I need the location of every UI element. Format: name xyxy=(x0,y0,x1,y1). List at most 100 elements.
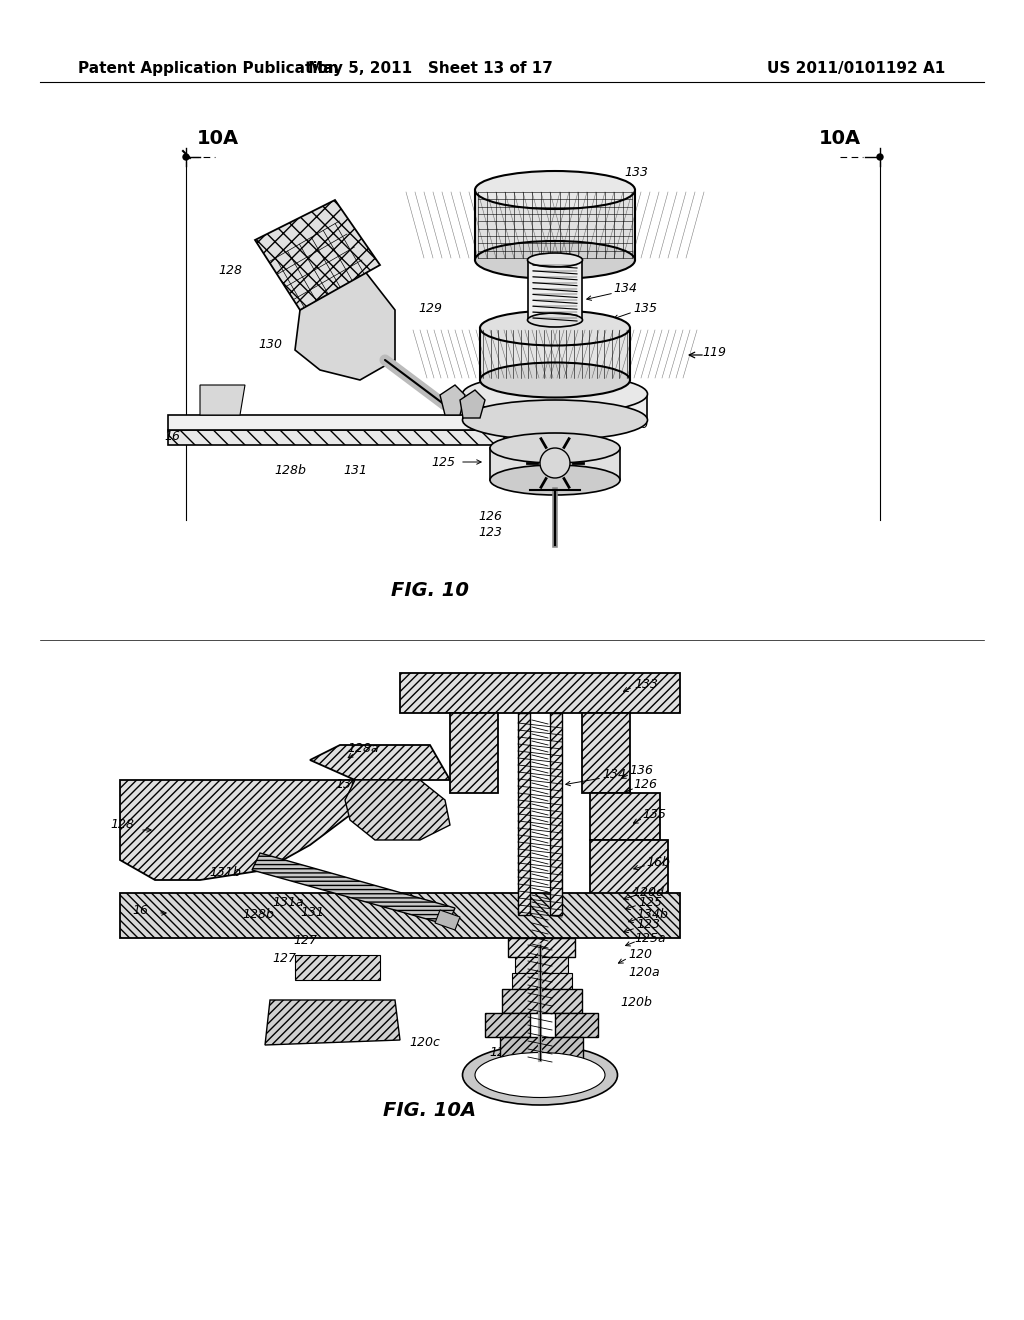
Text: 123: 123 xyxy=(478,525,502,539)
Polygon shape xyxy=(435,909,460,931)
Polygon shape xyxy=(490,447,620,480)
Polygon shape xyxy=(500,1038,583,1060)
Polygon shape xyxy=(590,793,660,840)
Polygon shape xyxy=(475,190,635,260)
Polygon shape xyxy=(168,385,615,430)
Text: 127a: 127a xyxy=(272,952,304,965)
Text: 131: 131 xyxy=(300,907,324,920)
Text: 16: 16 xyxy=(132,903,148,916)
Polygon shape xyxy=(515,957,568,973)
Text: 126: 126 xyxy=(478,510,502,523)
Polygon shape xyxy=(582,713,630,793)
Ellipse shape xyxy=(480,363,630,397)
Text: 120: 120 xyxy=(580,454,604,466)
Text: 120c: 120c xyxy=(410,1035,440,1048)
Ellipse shape xyxy=(527,253,583,267)
Polygon shape xyxy=(255,201,380,310)
Text: 136: 136 xyxy=(606,399,630,412)
Circle shape xyxy=(877,154,883,160)
Polygon shape xyxy=(460,389,485,418)
Ellipse shape xyxy=(463,1045,617,1105)
Text: 134: 134 xyxy=(613,281,637,294)
Polygon shape xyxy=(310,744,450,780)
Polygon shape xyxy=(463,393,647,420)
Text: Patent Application Publication: Patent Application Publication xyxy=(78,61,339,75)
Text: 120: 120 xyxy=(628,949,652,961)
Text: 10A: 10A xyxy=(819,128,861,148)
Polygon shape xyxy=(120,780,370,880)
Ellipse shape xyxy=(463,400,647,440)
Polygon shape xyxy=(502,989,582,1012)
Text: 120b: 120b xyxy=(549,1045,581,1059)
Polygon shape xyxy=(485,1012,530,1038)
Text: 123: 123 xyxy=(636,919,660,932)
Polygon shape xyxy=(528,260,582,319)
Text: 134b: 134b xyxy=(636,908,668,921)
Text: US 2011/0101192 A1: US 2011/0101192 A1 xyxy=(767,61,945,75)
Text: 129: 129 xyxy=(361,792,385,804)
Polygon shape xyxy=(555,1012,598,1038)
Text: 135: 135 xyxy=(642,808,666,821)
Text: 126: 126 xyxy=(633,779,657,792)
Text: 131a: 131a xyxy=(272,895,304,908)
Text: 16b: 16b xyxy=(624,418,648,432)
Text: 128: 128 xyxy=(218,264,242,276)
Polygon shape xyxy=(480,327,630,380)
Text: 128a: 128a xyxy=(347,742,379,755)
Polygon shape xyxy=(345,780,450,840)
Text: 136: 136 xyxy=(629,764,653,777)
Polygon shape xyxy=(168,400,615,445)
Text: 130: 130 xyxy=(258,338,282,351)
Text: May 5, 2011   Sheet 13 of 17: May 5, 2011 Sheet 13 of 17 xyxy=(307,61,552,75)
Polygon shape xyxy=(518,713,530,915)
Ellipse shape xyxy=(490,465,620,495)
Text: 130: 130 xyxy=(335,779,359,792)
Text: 128b: 128b xyxy=(352,807,384,820)
Ellipse shape xyxy=(490,433,620,463)
Text: 131: 131 xyxy=(343,463,367,477)
Ellipse shape xyxy=(475,242,635,279)
Text: 134: 134 xyxy=(602,768,626,781)
Text: 120a: 120a xyxy=(628,966,659,979)
Text: 133: 133 xyxy=(634,678,658,692)
Text: 125: 125 xyxy=(431,455,455,469)
Ellipse shape xyxy=(463,374,647,414)
Polygon shape xyxy=(440,385,465,414)
Text: 135: 135 xyxy=(633,301,657,314)
Polygon shape xyxy=(252,853,455,925)
Text: 120b: 120b xyxy=(621,997,652,1010)
Text: 131b: 131b xyxy=(209,866,241,879)
Polygon shape xyxy=(512,973,572,989)
Text: 120d: 120d xyxy=(632,886,664,899)
Text: 128b: 128b xyxy=(274,463,306,477)
Text: 120b: 120b xyxy=(489,1045,521,1059)
Text: FIG. 10: FIG. 10 xyxy=(391,581,469,599)
Polygon shape xyxy=(265,1001,400,1045)
Polygon shape xyxy=(550,713,562,915)
Text: 128b: 128b xyxy=(242,908,274,921)
Polygon shape xyxy=(200,385,245,414)
Polygon shape xyxy=(590,840,668,895)
Text: 119: 119 xyxy=(702,346,726,359)
Ellipse shape xyxy=(475,172,635,209)
Text: 127: 127 xyxy=(293,933,317,946)
Ellipse shape xyxy=(475,1052,605,1097)
Text: 16: 16 xyxy=(164,430,180,444)
Circle shape xyxy=(540,447,570,478)
Polygon shape xyxy=(450,713,498,793)
Circle shape xyxy=(183,154,189,160)
Ellipse shape xyxy=(527,313,583,327)
Text: 128: 128 xyxy=(110,818,134,832)
Polygon shape xyxy=(120,894,680,939)
Polygon shape xyxy=(295,954,380,979)
Ellipse shape xyxy=(480,310,630,346)
Text: 10A: 10A xyxy=(197,128,239,148)
Text: FIG. 10A: FIG. 10A xyxy=(383,1101,476,1119)
Polygon shape xyxy=(295,265,395,380)
Text: 125a: 125a xyxy=(634,932,666,945)
Text: 133: 133 xyxy=(624,165,648,178)
Polygon shape xyxy=(508,939,575,957)
Text: 16b: 16b xyxy=(646,857,670,870)
Polygon shape xyxy=(400,673,680,713)
Text: 125: 125 xyxy=(638,896,662,909)
